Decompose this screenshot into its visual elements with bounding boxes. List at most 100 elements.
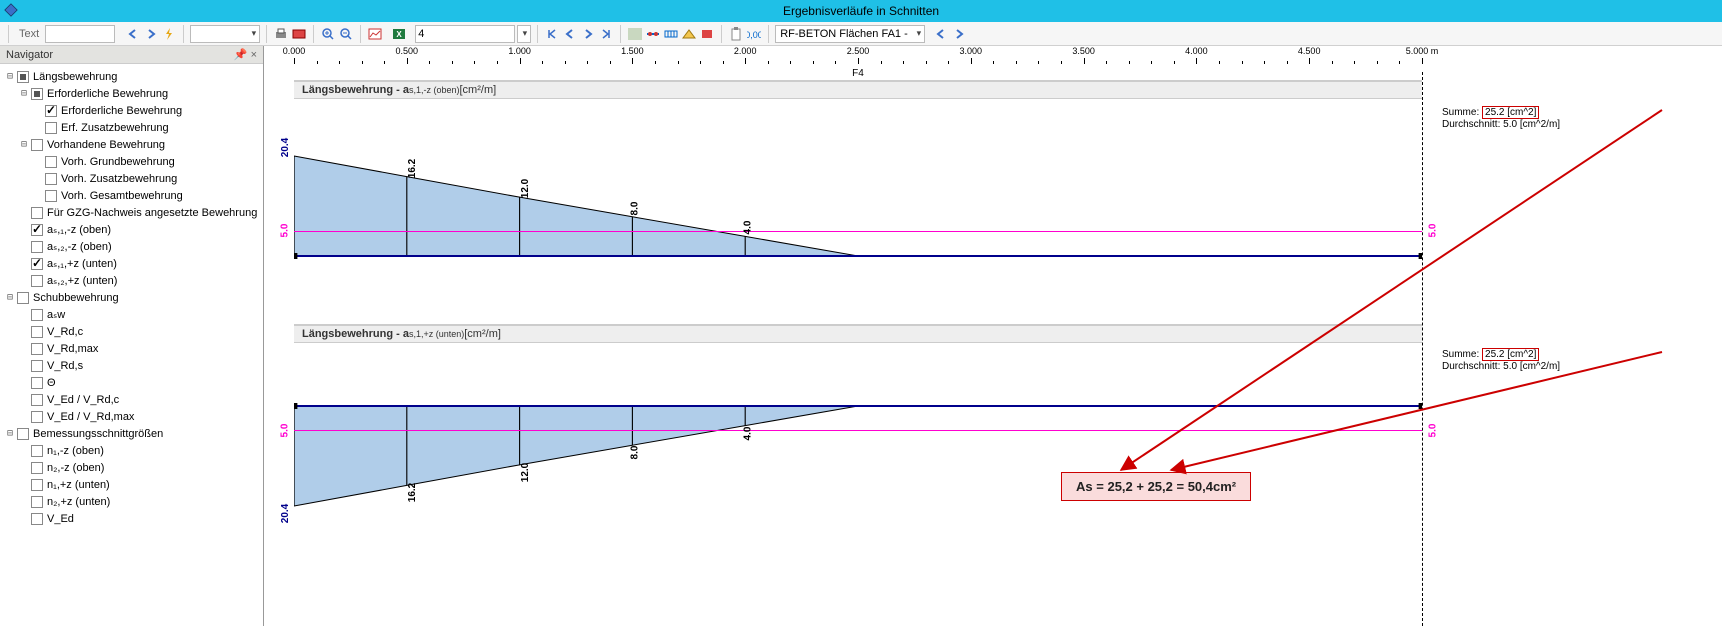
tree-twisty[interactable]: ⊟ [4, 292, 16, 303]
tree-node[interactable]: Für GZG-Nachweis angesetzte Bewehrung [2, 204, 261, 221]
tree-checkbox[interactable] [45, 173, 57, 185]
tree-twisty[interactable]: ⊟ [4, 71, 16, 82]
tree-checkbox[interactable] [31, 445, 43, 457]
nav-next-icon[interactable] [143, 26, 159, 42]
settings-icon[interactable] [291, 26, 307, 42]
window-title: Ergebnisverläufe in Schnitten [783, 4, 939, 18]
tree-node[interactable]: n₁,-z (oben) [2, 442, 261, 459]
tree-node[interactable]: aₛw [2, 306, 261, 323]
tree-checkbox[interactable] [17, 428, 29, 440]
tree-checkbox[interactable] [31, 394, 43, 406]
tree-node[interactable]: V_Ed / V_Rd,c [2, 391, 261, 408]
tree-node[interactable]: aₛ,₁,-z (oben) [2, 221, 261, 238]
zoom-in-icon[interactable] [320, 26, 336, 42]
tree-node[interactable]: ⊟Längsbewehrung [2, 68, 261, 85]
nav-prev-icon[interactable] [125, 26, 141, 42]
tree-node[interactable]: Vorh. Gesamtbewehrung [2, 187, 261, 204]
tree-label: Schubbewehrung [33, 292, 119, 304]
tree-checkbox[interactable] [31, 496, 43, 508]
navigator-tree[interactable]: ⊟Längsbewehrung⊟Erforderliche BewehrungE… [0, 64, 263, 626]
tool-b-icon[interactable] [645, 26, 661, 42]
decimals-icon[interactable]: 0,00 [746, 26, 762, 42]
tree-checkbox[interactable] [31, 377, 43, 389]
tree-node[interactable]: aₛ,₂,+z (unten) [2, 272, 261, 289]
tree-checkbox[interactable] [31, 360, 43, 372]
tree-node[interactable]: V_Rd,max [2, 340, 261, 357]
tree-node[interactable]: ⊟Bemessungsschnittgrößen [2, 425, 261, 442]
tree-checkbox[interactable] [31, 258, 43, 270]
tree-node[interactable]: Erforderliche Bewehrung [2, 102, 261, 119]
tree-checkbox[interactable] [45, 156, 57, 168]
tree-node[interactable]: V_Ed [2, 510, 261, 527]
tool-e-icon[interactable] [699, 26, 715, 42]
chart-axis-right: 5.0 [1427, 423, 1438, 437]
module-next-icon[interactable] [951, 26, 967, 42]
tool-a-icon[interactable] [627, 26, 643, 42]
tree-checkbox[interactable] [31, 411, 43, 423]
tree-twisty[interactable]: ⊟ [18, 139, 30, 150]
main-area: Navigator 📌 × ⊟Längsbewehrung⊟Erforderli… [0, 46, 1722, 626]
tree-checkbox[interactable] [31, 462, 43, 474]
nav-last-icon[interactable] [598, 26, 614, 42]
tree-checkbox[interactable] [31, 513, 43, 525]
zoom-out-icon[interactable] [338, 26, 354, 42]
tool-c-icon[interactable] [663, 26, 679, 42]
tree-checkbox[interactable] [31, 88, 43, 100]
tree-node[interactable]: Θ [2, 374, 261, 391]
excel-icon[interactable]: X [391, 26, 407, 42]
number-dropdown[interactable] [517, 25, 531, 43]
tree-label: Θ [47, 377, 56, 389]
nav-next2-icon[interactable] [580, 26, 596, 42]
tree-checkbox[interactable] [17, 292, 29, 304]
chart2-avg-label: Durchschnitt: [1442, 361, 1500, 372]
dropdown-1[interactable] [190, 25, 260, 43]
tree-checkbox[interactable] [31, 207, 43, 219]
number-input[interactable] [415, 25, 515, 43]
tree-checkbox[interactable] [31, 326, 43, 338]
tree-node[interactable]: ⊟Erforderliche Bewehrung [2, 85, 261, 102]
tree-node[interactable]: n₂,-z (oben) [2, 459, 261, 476]
tree-label: n₂,-z (oben) [47, 462, 104, 474]
print-icon[interactable] [273, 26, 289, 42]
tree-node[interactable]: Vorh. Zusatzbewehrung [2, 170, 261, 187]
chart1-avg-value: 5.0 [cm^2/m] [1503, 119, 1560, 130]
chart2-title-sub: s,1,+z (unten) [409, 329, 464, 339]
chart-icon[interactable] [367, 26, 383, 42]
chart1-sum-value: 25.2 [cm^2] [1482, 106, 1539, 119]
tree-node[interactable]: Vorh. Grundbewehrung [2, 153, 261, 170]
chart-value-label: 20.4 [280, 504, 291, 523]
tree-twisty[interactable]: ⊟ [4, 428, 16, 439]
tree-checkbox[interactable] [45, 190, 57, 202]
tree-checkbox[interactable] [31, 241, 43, 253]
tree-checkbox[interactable] [31, 309, 43, 321]
tree-node[interactable]: aₛ,₂,-z (oben) [2, 238, 261, 255]
tree-node[interactable]: aₛ,₁,+z (unten) [2, 255, 261, 272]
tree-checkbox[interactable] [17, 71, 29, 83]
chart2-title-bar: Längsbewehrung - a s,1,+z (unten) [cm²/m… [294, 324, 1422, 343]
tree-checkbox[interactable] [31, 139, 43, 151]
nav-first-icon[interactable] [544, 26, 560, 42]
tree-checkbox[interactable] [31, 224, 43, 236]
tree-checkbox[interactable] [45, 105, 57, 117]
nav-prev2-icon[interactable] [562, 26, 578, 42]
module-dropdown[interactable]: RF-BETON Flächen FA1 - [775, 25, 925, 43]
lightning-icon[interactable] [161, 26, 177, 42]
tree-twisty[interactable]: ⊟ [18, 88, 30, 99]
tree-node[interactable]: V_Ed / V_Rd,max [2, 408, 261, 425]
tree-node[interactable]: V_Rd,s [2, 357, 261, 374]
clipboard-icon[interactable] [728, 26, 744, 42]
tree-node[interactable]: V_Rd,c [2, 323, 261, 340]
tree-node[interactable]: ⊟Vorhandene Bewehrung [2, 136, 261, 153]
tree-node[interactable]: Erf. Zusatzbewehrung [2, 119, 261, 136]
tree-checkbox[interactable] [31, 479, 43, 491]
module-prev-icon[interactable] [933, 26, 949, 42]
tree-checkbox[interactable] [31, 275, 43, 287]
pin-icon[interactable]: 📌 × [234, 48, 257, 61]
tree-checkbox[interactable] [31, 343, 43, 355]
tool-d-icon[interactable] [681, 26, 697, 42]
tree-node[interactable]: n₁,+z (unten) [2, 476, 261, 493]
tree-node[interactable]: ⊟ Schubbewehrung [2, 289, 261, 306]
text-input[interactable] [45, 25, 115, 43]
tree-node[interactable]: n₂,+z (unten) [2, 493, 261, 510]
tree-checkbox[interactable] [45, 122, 57, 134]
